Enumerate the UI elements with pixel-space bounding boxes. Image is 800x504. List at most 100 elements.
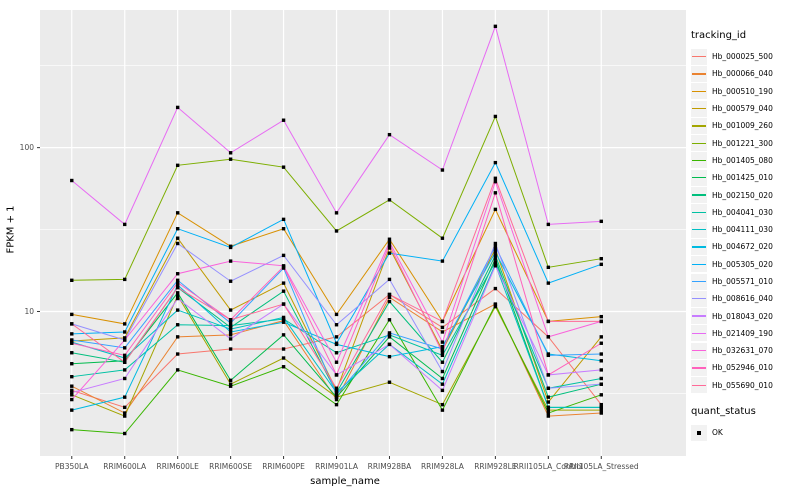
data-point-marker (281, 333, 286, 337)
legend-entry-ok: OK (691, 424, 799, 441)
legend-entry-label: Hb_005571_010 (712, 277, 773, 286)
data-point-marker (123, 338, 127, 342)
data-point-marker (123, 222, 127, 227)
legend-entry-Hb_055690_010: Hb_055690_010 (691, 377, 799, 394)
x-tick-label: RRIM600PE (262, 462, 305, 471)
y-tick-label: 100 (20, 143, 35, 152)
legend-entry-label: Hb_001221_300 (712, 138, 773, 148)
data-point-marker (70, 341, 74, 345)
legend-entry-Hb_004111_030: Hb_004111_030 (691, 221, 799, 238)
x-tick-label: RRII105LA_Control (514, 462, 584, 471)
data-point-marker (440, 360, 445, 364)
data-point-marker (440, 351, 445, 355)
data-point-marker (123, 368, 127, 372)
legend-entry-Hb_001405_080: Hb_001405_080 (691, 152, 799, 169)
data-point-marker (228, 245, 233, 250)
x-tick-label: RRIM928BA (368, 462, 413, 471)
data-point-marker (334, 323, 339, 327)
data-point-marker (175, 278, 180, 282)
legend-line-key-icon (691, 204, 707, 221)
data-point-marker (281, 356, 286, 360)
data-point-marker (70, 384, 74, 388)
data-point-marker (440, 382, 445, 386)
data-point-marker (175, 368, 180, 372)
legend-entry-label: Hb_001009_260 (712, 121, 773, 131)
legend-entry-label: Hb_021409_190 (712, 328, 773, 338)
legend-entry-Hb_008616_040: Hb_008616_040 (691, 290, 799, 307)
data-point-marker (440, 168, 445, 172)
legend-line-key-icon (691, 83, 707, 100)
legend-line-key-icon (691, 100, 707, 117)
plot-panel (40, 10, 686, 456)
data-point-marker (387, 333, 392, 337)
data-point-marker (281, 264, 286, 269)
data-point-marker (440, 347, 445, 351)
data-point-marker (70, 178, 74, 183)
data-point-marker (387, 354, 392, 359)
data-point-marker (440, 340, 445, 344)
data-point-marker (175, 293, 180, 298)
legend-line-key-icon (691, 273, 707, 290)
data-point-marker (387, 335, 392, 339)
data-point-marker (546, 386, 551, 390)
legend-entry-Hb_018043_020: Hb_018043_020 (691, 307, 799, 325)
data-point-marker (599, 335, 603, 339)
data-point-marker (599, 359, 603, 363)
legend-entry-label: Hb_004111_030 (712, 225, 773, 235)
data-point-marker (546, 335, 551, 339)
data-point-marker (334, 341, 339, 345)
data-point-marker (493, 241, 498, 246)
legend-entry-Hb_000510_190: Hb_000510_190 (691, 83, 799, 100)
legend-entry-Hb_000579_040: Hb_000579_040 (691, 100, 799, 117)
data-point-marker (281, 347, 286, 351)
legend-entry-Hb_001425_010: Hb_001425_010 (691, 169, 799, 186)
data-point-marker (175, 105, 180, 110)
data-point-marker (281, 281, 286, 285)
data-point-marker (70, 427, 74, 432)
data-point-marker (440, 330, 445, 334)
legend-entry-Hb_005305_020: Hb_005305_020 (691, 256, 799, 273)
data-point-marker (123, 353, 127, 358)
data-point-marker (493, 250, 498, 254)
data-point-marker (70, 408, 74, 412)
legend-line-key-icon (691, 221, 707, 238)
data-point-marker (334, 373, 339, 377)
legend-entry-Hb_000025_500: Hb_000025_500 (691, 48, 799, 65)
legend-line-key-icon (691, 308, 707, 325)
data-point-marker (281, 253, 286, 258)
data-point-marker (281, 302, 286, 306)
data-point-marker (599, 256, 603, 261)
data-point-marker (228, 347, 233, 351)
data-point-marker (70, 278, 74, 282)
data-point-marker (228, 151, 233, 155)
data-point-marker (599, 402, 603, 407)
y-tick-label: 10 (24, 307, 34, 316)
data-point-marker (70, 397, 74, 402)
legend-line-key-icon (691, 238, 707, 255)
data-point-marker (387, 295, 392, 300)
legend-entry-label: Hb_055690_010 (712, 380, 773, 390)
data-point-marker (387, 318, 392, 322)
data-point-marker (546, 281, 551, 285)
data-point-marker (546, 319, 551, 324)
data-point-marker (334, 351, 339, 355)
data-point-marker (387, 331, 392, 335)
data-point-marker (440, 236, 445, 240)
data-point-marker (546, 353, 551, 358)
data-point-marker (334, 397, 339, 402)
legend-line-key-icon (691, 325, 707, 342)
data-point-marker (387, 198, 392, 202)
legend-line-key-icon (691, 169, 707, 186)
data-point-marker (387, 277, 392, 282)
legend-line-key-icon (691, 290, 707, 307)
data-point-marker (334, 229, 339, 233)
x-tick-label: RRII105LA_Stressed (564, 462, 639, 471)
data-point-marker (546, 414, 551, 418)
data-point-marker (493, 24, 498, 29)
x-tick-label: RRIM928LA (421, 462, 465, 471)
data-point-marker (440, 402, 445, 407)
data-point-marker (440, 369, 445, 374)
data-point-marker (228, 382, 233, 386)
